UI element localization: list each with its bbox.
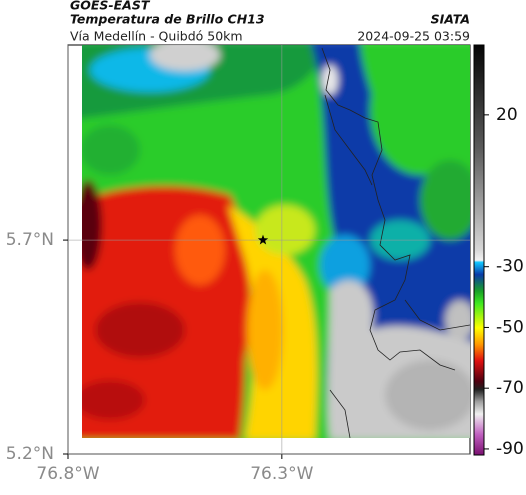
colorbar-tick-label: -70	[496, 378, 524, 398]
org: SIATA	[431, 12, 470, 27]
y-tick-label: 5.7°N	[6, 230, 54, 250]
colorbar	[473, 44, 485, 456]
product: Temperatura de Brillo CH13	[70, 12, 265, 27]
x-tick-label: 76.8°W	[36, 464, 99, 484]
route: Vía Medellín - Quibdó 50km	[70, 29, 243, 44]
location-marker	[257, 234, 269, 245]
satellite: GOES-EAST	[70, 0, 151, 13]
colorbar-tick-label: -50	[496, 317, 524, 337]
datetime: 2024-09-25 03:59	[357, 29, 470, 44]
colorbar-tick-label: -30	[496, 257, 524, 277]
colorbar-tick-label: 20	[496, 105, 518, 125]
colorbar-tick-label: -90	[496, 439, 524, 459]
x-tick-label: 76.3°W	[250, 464, 313, 484]
satellite-image	[82, 45, 470, 438]
y-tick-label: 5.2°N	[6, 444, 54, 464]
